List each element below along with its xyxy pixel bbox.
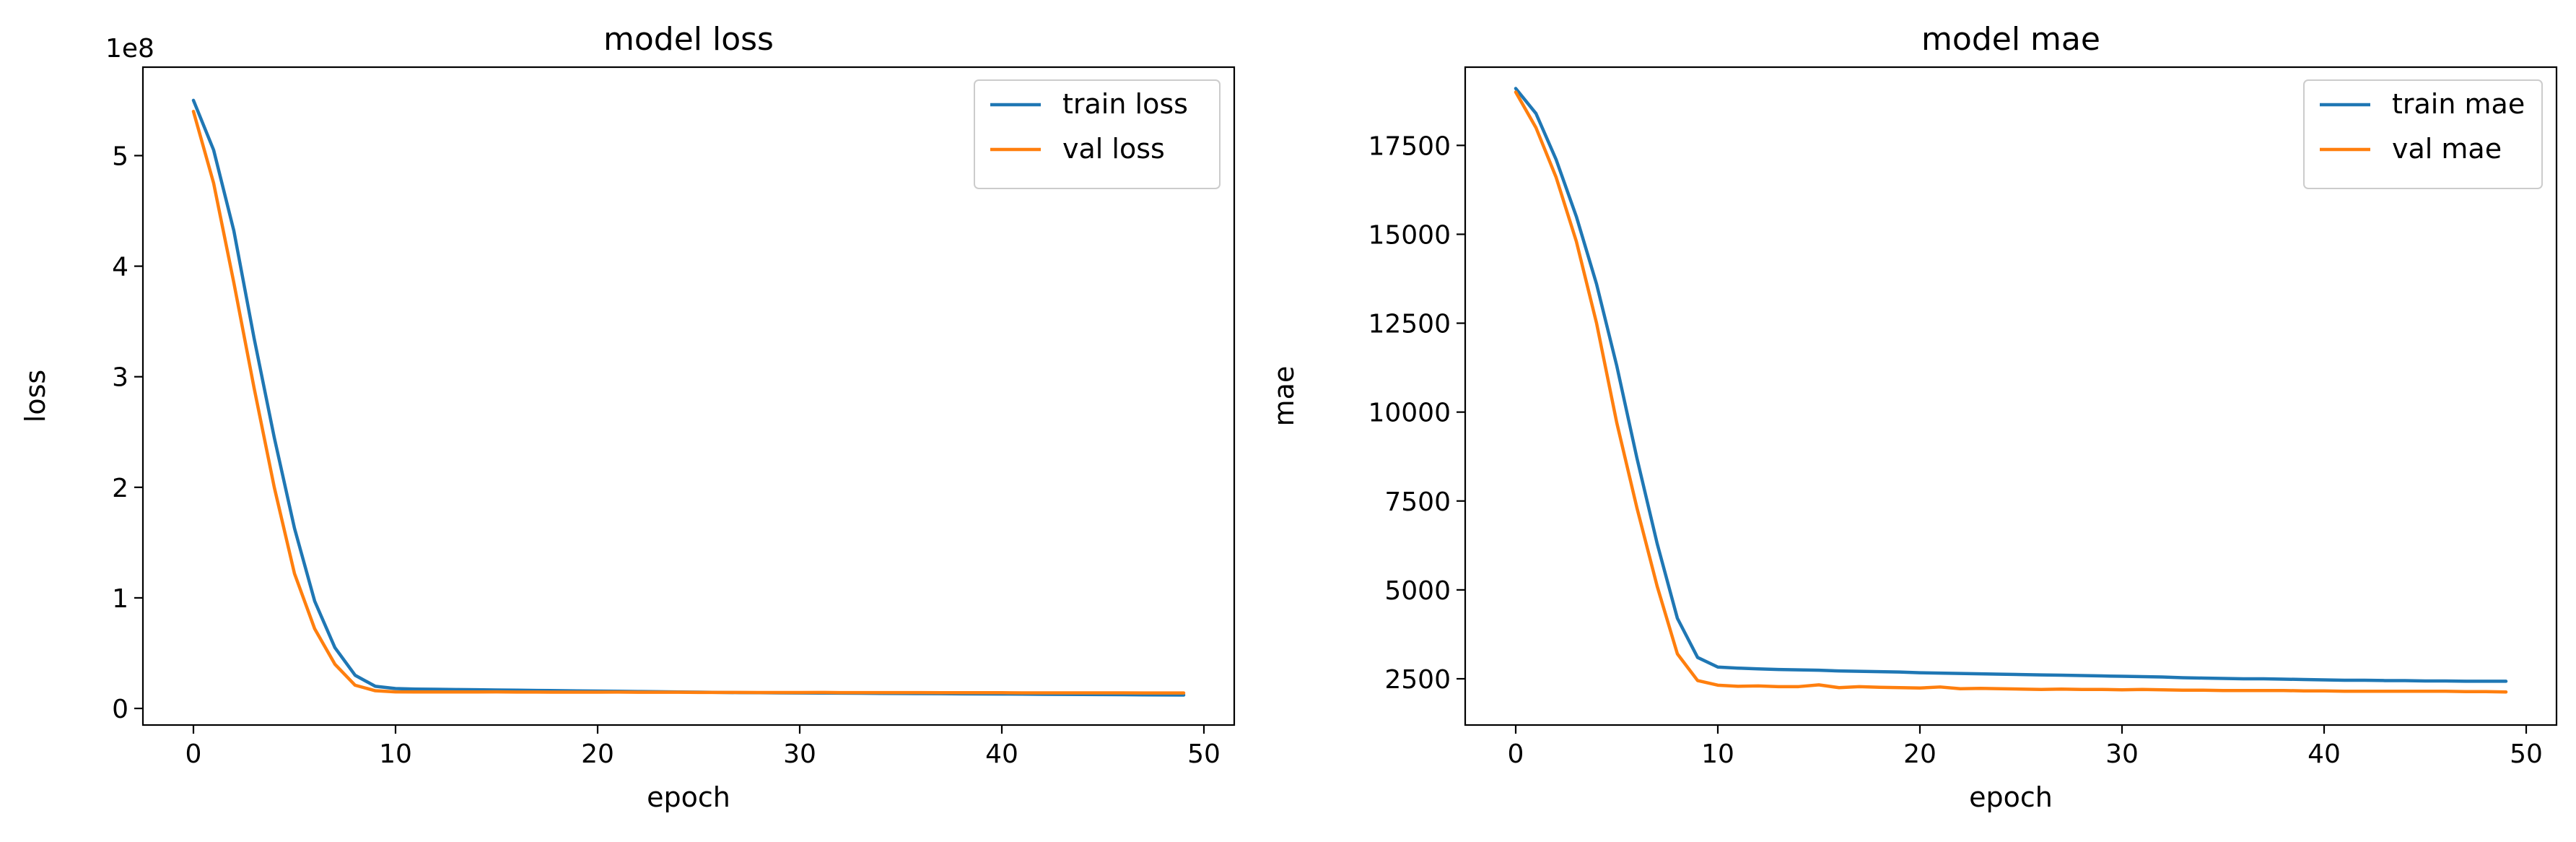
series-line-2	[1514, 90, 2508, 694]
y-tick-label: 4	[112, 253, 128, 282]
y-tick-label: 5	[112, 142, 128, 171]
y-tick-label: 5000	[1384, 576, 1451, 606]
legend-label-1: train loss	[1062, 88, 1188, 120]
y-tick-label: 10000	[1368, 399, 1451, 428]
axes-frame	[141, 66, 1236, 726]
chart-title: model loss	[603, 21, 774, 58]
x-tick-label: 0	[185, 739, 202, 769]
y-tick-label: 12500	[1368, 310, 1451, 339]
chart-panel-2: 0 10 20 30 40 50 2500 5000 7500 10000 12500 15000 17…	[1268, 21, 2558, 813]
x-tick-label: 50	[1187, 739, 1221, 769]
x-tick-label: 20	[581, 739, 614, 769]
x-tick-label: 30	[783, 739, 816, 769]
series-line-2	[191, 109, 1186, 695]
x-tick-label: 0	[1508, 739, 1524, 769]
x-tick-label: 30	[2105, 739, 2139, 769]
x-tick-label: 50	[2510, 739, 2543, 769]
legend-label-2: val mae	[2392, 133, 2502, 165]
x-tick-label: 10	[379, 739, 412, 769]
chart-title: model mae	[1921, 21, 2100, 58]
legend-label-1: train mae	[2392, 88, 2525, 120]
x-tick-label: 20	[1903, 739, 1937, 769]
x-axis-label: epoch	[1969, 781, 2053, 813]
y-tick-label: 1	[112, 584, 128, 614]
legend-box	[2303, 79, 2543, 189]
y-tick-label: 3	[112, 363, 128, 393]
y-axis-label: mae	[1268, 366, 1300, 427]
y-tick-label: 2	[112, 474, 128, 503]
x-tick-label: 40	[2308, 739, 2341, 769]
chart-panel-1: 0 10 20 30 40 50 0 1 2 3 4 5 1e8 model loss epoch loss t…	[19, 21, 1236, 813]
series-line-1	[1514, 87, 2508, 683]
y-tick-label: 17500	[1368, 131, 1451, 161]
y-axis-label: loss	[19, 370, 51, 422]
y-tick-label: 2500	[1384, 665, 1451, 695]
x-tick-label: 10	[1701, 739, 1734, 769]
x-axis-label: epoch	[647, 781, 730, 813]
y-tick-label: 7500	[1384, 487, 1451, 517]
legend: train mae val mae	[2303, 79, 2543, 189]
legend-label-2: val loss	[1062, 133, 1165, 165]
axes-frame	[1464, 66, 2558, 726]
y-tick-label: 15000	[1368, 220, 1451, 250]
y-tick-label: 0	[112, 695, 128, 724]
legend-box	[974, 79, 1221, 189]
x-tick-label: 40	[985, 739, 1018, 769]
legend: train loss val loss	[974, 79, 1221, 189]
y-offset-text: 1e8	[105, 34, 154, 64]
